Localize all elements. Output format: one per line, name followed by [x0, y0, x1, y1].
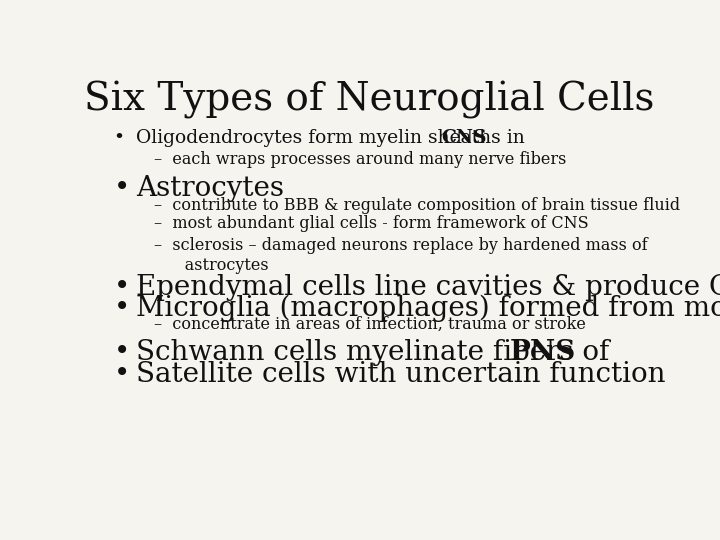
- Text: –  each wraps processes around many nerve fibers: – each wraps processes around many nerve…: [154, 151, 567, 168]
- Text: Schwann cells myelinate fibers of: Schwann cells myelinate fibers of: [136, 339, 618, 366]
- Text: •: •: [114, 175, 130, 202]
- Text: Microglia (macrophages) formed from monocytes: Microglia (macrophages) formed from mono…: [136, 295, 720, 322]
- Text: Six Types of Neuroglial Cells: Six Types of Neuroglial Cells: [84, 82, 654, 119]
- Text: •: •: [114, 274, 130, 301]
- Text: Ependymal cells line cavities & produce CSF: Ependymal cells line cavities & produce …: [136, 274, 720, 301]
- Text: •: •: [114, 339, 130, 366]
- Text: Satellite cells with uncertain function: Satellite cells with uncertain function: [136, 361, 665, 388]
- Text: •: •: [114, 295, 130, 322]
- Text: •: •: [114, 361, 130, 388]
- Text: PNS: PNS: [510, 339, 576, 366]
- Text: –  contribute to BBB & regulate composition of brain tissue fluid: – contribute to BBB & regulate compositi…: [154, 198, 680, 214]
- Text: –  most abundant glial cells - form framework of CNS: – most abundant glial cells - form frame…: [154, 215, 589, 232]
- Text: CNS: CNS: [441, 129, 487, 147]
- Text: Oligodendrocytes form myelin sheaths in: Oligodendrocytes form myelin sheaths in: [136, 129, 531, 147]
- Text: •: •: [114, 129, 125, 147]
- Text: –  sclerosis – damaged neurons replace by hardened mass of
      astrocytes: – sclerosis – damaged neurons replace by…: [154, 237, 648, 274]
- Text: Astrocytes: Astrocytes: [136, 175, 284, 202]
- Text: –  concentrate in areas of infection, trauma or stroke: – concentrate in areas of infection, tra…: [154, 315, 586, 333]
